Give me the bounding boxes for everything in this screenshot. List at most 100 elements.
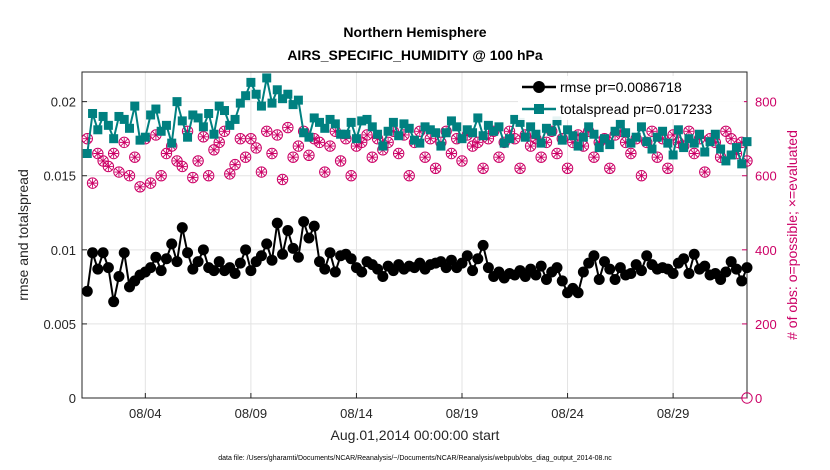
obs-evaluated-point bbox=[404, 171, 414, 181]
totalspread-point bbox=[320, 123, 330, 133]
obs-evaluated-point bbox=[346, 171, 356, 181]
totalspread-point bbox=[283, 89, 293, 99]
totalspread-point bbox=[684, 134, 694, 144]
obs-evaluated-point bbox=[515, 163, 525, 173]
totalspread-point bbox=[647, 144, 657, 154]
totalspread-point bbox=[446, 116, 456, 126]
y-right-tick-label: 800 bbox=[755, 95, 777, 110]
obs-evaluated-point bbox=[367, 152, 377, 162]
totalspread-point bbox=[167, 138, 177, 148]
obs-evaluated-point bbox=[536, 152, 546, 162]
rmse-point bbox=[87, 247, 99, 259]
rmse-point bbox=[192, 256, 204, 268]
totalspread-point bbox=[288, 100, 298, 110]
obs-possible-point bbox=[276, 173, 289, 186]
totalspread-point bbox=[478, 131, 488, 141]
totalspread-point bbox=[88, 108, 98, 118]
x-tick-label: 08/24 bbox=[551, 406, 584, 421]
totalspread-point bbox=[626, 138, 636, 148]
rmse-point bbox=[556, 275, 568, 287]
obs-possible-point bbox=[86, 177, 99, 189]
obs-possible-point bbox=[118, 136, 130, 149]
obs-evaluated-point bbox=[726, 134, 736, 144]
rmse-point bbox=[113, 270, 125, 282]
rmse-point bbox=[261, 238, 273, 250]
rmse-point bbox=[108, 296, 120, 308]
rmse-point bbox=[482, 262, 494, 274]
rmse-point bbox=[641, 250, 653, 262]
totalspread-point bbox=[431, 128, 441, 138]
totalspread-point bbox=[404, 123, 414, 133]
totalspread-point bbox=[600, 134, 609, 144]
obs-evaluated-point bbox=[394, 149, 404, 158]
obs-evaluated-point bbox=[478, 163, 488, 173]
totalspread-point bbox=[716, 144, 726, 154]
obs-possible-point bbox=[445, 147, 458, 160]
obs-evaluated-point bbox=[700, 167, 710, 177]
obs-possible-point bbox=[229, 158, 241, 171]
obs-possible-point bbox=[187, 171, 199, 184]
obs-evaluated-point bbox=[615, 126, 625, 136]
y-right-tick-label: 600 bbox=[755, 169, 777, 184]
totalspread-point bbox=[309, 113, 319, 123]
totalspread-point bbox=[388, 117, 398, 127]
totalspread-point bbox=[557, 135, 567, 145]
totalspread-point bbox=[125, 123, 134, 133]
totalspread-point bbox=[267, 98, 277, 108]
totalspread-point bbox=[652, 132, 662, 142]
obs-evaluated-point bbox=[626, 149, 636, 158]
obs-possible-point bbox=[160, 147, 173, 160]
totalspread-point bbox=[668, 150, 678, 160]
totalspread-point bbox=[256, 101, 266, 111]
obs-evaluated-point bbox=[552, 149, 562, 158]
obs-possible-point bbox=[345, 170, 357, 182]
obs-evaluated-point bbox=[684, 126, 694, 136]
obs-possible-point bbox=[725, 132, 737, 145]
rmse-point bbox=[166, 238, 178, 250]
rmse-point bbox=[81, 285, 93, 297]
obs-possible-point bbox=[271, 129, 283, 141]
totalspread-point bbox=[336, 129, 346, 139]
obs-possible-point bbox=[102, 160, 115, 173]
totalspread-point bbox=[188, 110, 198, 120]
obs-possible-point bbox=[266, 147, 278, 160]
obs-evaluated-point bbox=[198, 132, 208, 142]
obs-evaluated-point bbox=[103, 161, 113, 171]
totalspread-point bbox=[262, 73, 272, 83]
legend-totalspread-label: totalspread pr=0.017233 bbox=[560, 101, 712, 117]
obs-possible-point bbox=[261, 125, 273, 137]
obs-possible-point bbox=[456, 155, 468, 167]
rmse-point bbox=[155, 265, 167, 277]
totalspread-point bbox=[98, 111, 108, 121]
rmse-point bbox=[593, 273, 605, 285]
totalspread-point bbox=[93, 125, 103, 135]
rmse-point bbox=[577, 266, 589, 278]
obs-evaluated-point bbox=[161, 149, 171, 158]
rmse-point bbox=[345, 253, 357, 265]
obs-evaluated-point bbox=[721, 126, 731, 136]
obs-evaluated-point bbox=[431, 163, 441, 173]
obs-evaluated-point bbox=[304, 150, 314, 160]
totalspread-point bbox=[410, 135, 419, 145]
obs-evaluated-point bbox=[135, 182, 145, 192]
totalspread-point bbox=[705, 137, 715, 147]
rmse-point bbox=[635, 265, 647, 277]
obs-possible-point bbox=[107, 147, 120, 160]
y-left-tick-label: 0.02 bbox=[51, 95, 76, 110]
totalspread-point bbox=[220, 106, 229, 116]
obs-evaluated-point bbox=[119, 137, 129, 147]
totalspread-point bbox=[367, 122, 377, 132]
totalspread-point bbox=[225, 120, 235, 130]
obs-evaluated-point bbox=[230, 160, 240, 170]
obs-evaluated-point bbox=[214, 137, 224, 147]
totalspread-point bbox=[499, 138, 509, 148]
obs-possible-point bbox=[155, 170, 167, 182]
totalspread-point bbox=[663, 138, 673, 148]
obs-evaluated-point bbox=[114, 167, 124, 177]
obs-evaluated-point bbox=[510, 134, 520, 144]
rmse-point bbox=[176, 222, 188, 234]
totalspread-point bbox=[505, 134, 514, 144]
obs-possible-point bbox=[588, 151, 600, 163]
totalspread-point bbox=[621, 128, 631, 138]
